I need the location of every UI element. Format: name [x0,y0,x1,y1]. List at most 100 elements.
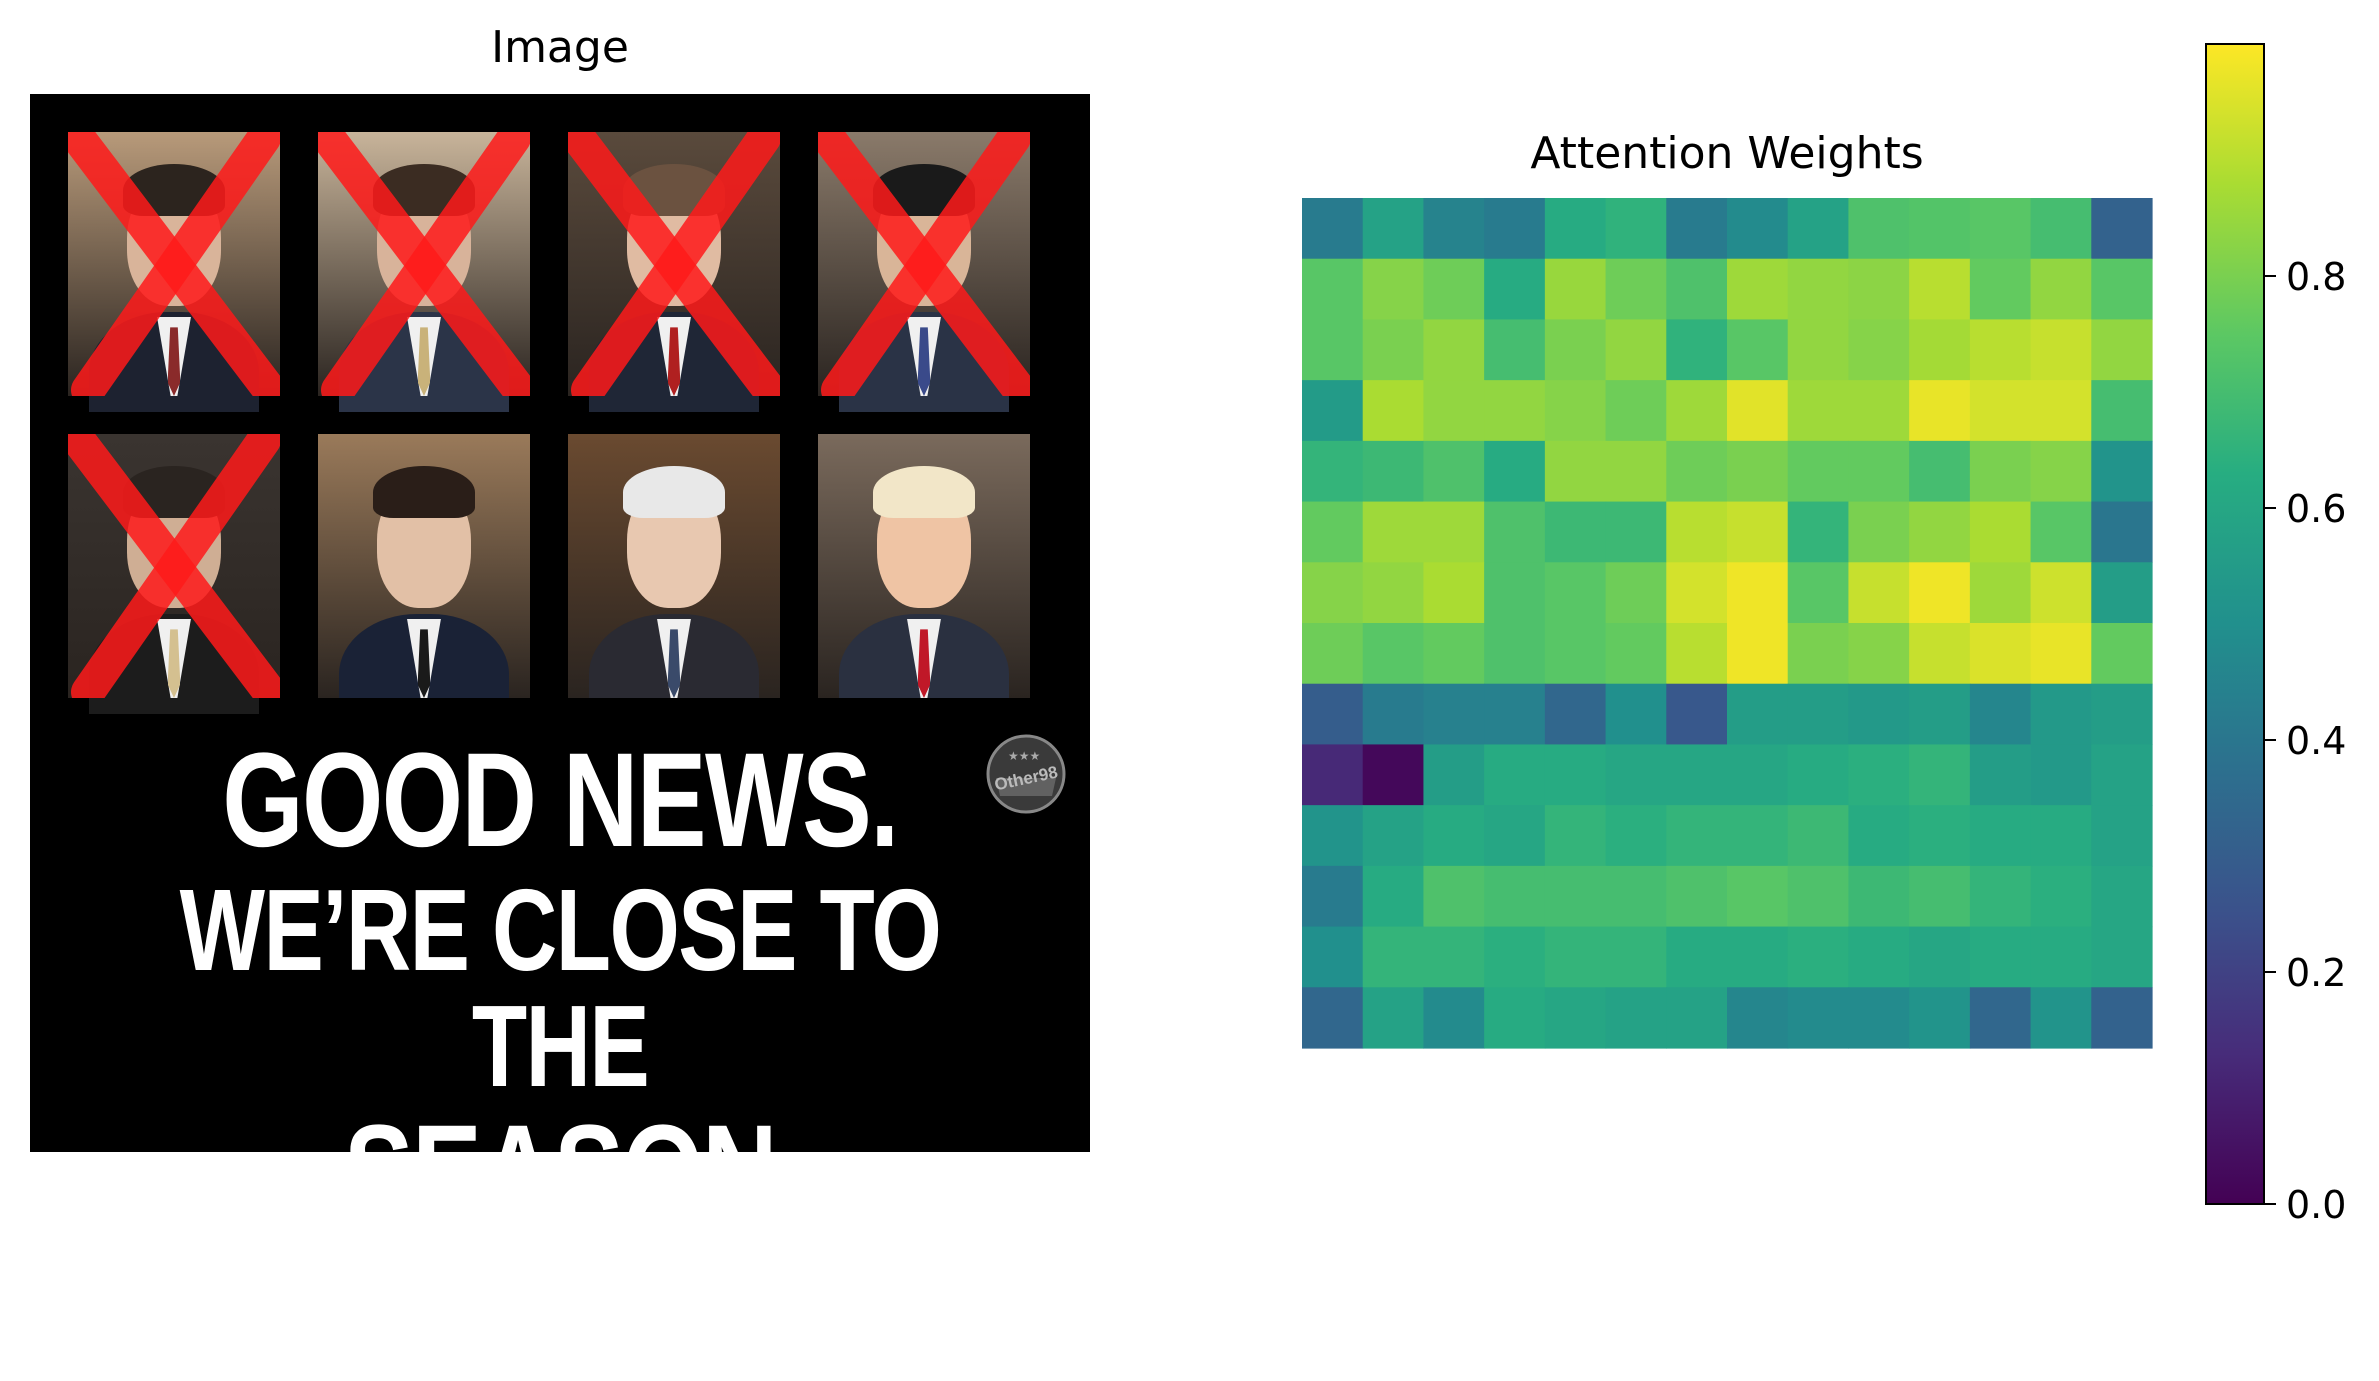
heatmap-cell [2091,198,2153,260]
heatmap-cell [1605,865,1667,928]
heatmap-cell [1544,319,1607,381]
portrait-photo [818,434,1030,698]
heatmap-cell [1302,623,1364,685]
heatmap-cell [1666,319,1728,381]
heatmap-cell [1969,440,2032,503]
heatmap-cell [1605,805,1667,867]
colorbar [2205,43,2265,1205]
heatmap-cell [1848,623,1910,685]
heatmap-cell [1848,805,1910,867]
heatmap-cell [1969,380,2032,442]
heatmap-cell [1605,440,1667,503]
heatmap-cell [1605,926,1667,988]
heatmap-cell [1969,683,2032,746]
heatmap-cell [1605,258,1667,321]
heatmap-cell [1787,805,1850,867]
heatmap-cell [1909,623,1971,685]
red-x-mark [68,132,280,396]
heatmap-cell [2091,380,2153,442]
heatmap-cell [1909,926,1971,988]
heatmap-cell [1484,683,1546,746]
heatmap-cell [2091,865,2153,928]
heatmap-cell [1544,805,1607,867]
heatmap-cell [1544,987,1607,1049]
heatmap-cell [1423,744,1485,806]
heatmap-cell [1484,744,1546,806]
heatmap-cell [1544,501,1607,563]
heatmap-cell [1666,926,1728,988]
heatmap-cell [1302,683,1364,746]
heatmap-cell [1727,987,1789,1049]
colorbar-tick-label: 0.4 [2286,719,2346,763]
heatmap-cell [2030,805,2092,867]
heatmap-cell [1544,623,1607,685]
heatmap-cell [1727,865,1789,928]
heatmap-cell [1727,319,1789,381]
heatmap-cell [1666,562,1728,624]
heatmap-cell [1423,319,1485,381]
portrait-photo [318,132,530,412]
heatmap-cell [1787,623,1850,685]
heatmap-cell [1666,380,1728,442]
heatmap-cell [1666,744,1728,806]
heatmap-cell [1484,319,1546,381]
heatmap-cell [2030,926,2092,988]
heatmap-cell [1787,198,1850,260]
heatmap-cell [2091,623,2153,685]
heatmap-cell [1909,319,1971,381]
heatmap-cell [2030,744,2092,806]
heatmap-cell [1605,683,1667,746]
heatmap-cell [1848,987,1910,1049]
heatmap-cell [1605,380,1667,442]
meme-image: GOOD NEWS. WE’RE CLOSE TO THE SEASON FIN… [30,94,1090,1374]
heatmap-cell [1423,926,1485,988]
heatmap-cell [1362,258,1425,321]
heatmap-cell [1544,865,1607,928]
heatmap-cell [1848,865,1910,928]
heatmap-cell [1848,380,1910,442]
heatmap-cell [2030,258,2092,321]
heatmap-cell [2091,987,2153,1049]
heatmap-cell [1302,258,1364,321]
heatmap-cell [1484,258,1546,321]
heatmap-cell [1362,987,1425,1049]
heatmap-cell [1909,987,1971,1049]
portrait-photo [818,132,1030,412]
heatmap-cell [1605,987,1667,1049]
heatmap-cell [1302,380,1364,442]
heatmap-cell [2091,744,2153,806]
heatmap-cell [1362,562,1425,624]
heatmap-cell [1787,440,1850,503]
heatmap-cell [1484,805,1546,867]
heatmap-cell [1484,440,1546,503]
other98-logo: ★★★ Other98 [986,734,1066,814]
heatmap-cell [2091,501,2153,563]
headline-line-1: GOOD NEWS. [222,726,899,875]
heatmap-cell [1302,319,1364,381]
heatmap-cell [1362,380,1425,442]
heatmap-cell [2030,319,2092,381]
heatmap-cell [1848,501,1910,563]
heatmap-cell [1727,683,1789,746]
heatmap-cell [1423,258,1485,321]
heatmap-cell [1727,440,1789,503]
heatmap-cell [1727,198,1789,260]
colorbar-tick-label: 0.0 [2286,1183,2346,1227]
heatmap-cell [2030,865,2092,928]
heatmap-cell [1544,258,1607,321]
heatmap-cell [1302,562,1364,624]
heatmap-cell [2030,501,2092,563]
heatmap-cell [1969,865,2032,928]
heatmap-cell [1484,926,1546,988]
portrait-photo [68,132,280,412]
heatmap-cell [1848,744,1910,806]
heatmap-cell [2091,683,2153,746]
heatmap-cell [1666,198,1728,260]
heatmap-cell [1848,198,1910,260]
heatmap-cell [1787,683,1850,746]
heatmap-cell [1362,805,1425,867]
heatmap-cell [1909,501,1971,563]
heatmap-cell [2030,623,2092,685]
heatmap-cell [1969,319,2032,381]
heatmap-cell [1484,501,1546,563]
